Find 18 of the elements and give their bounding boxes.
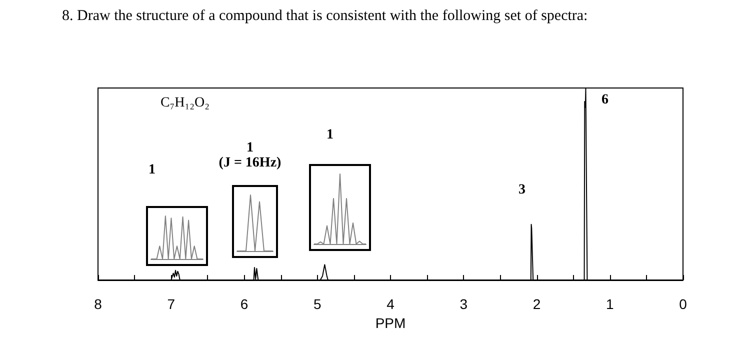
x-tick-label: 1: [606, 296, 614, 312]
x-tick-label: 2: [532, 296, 541, 312]
annotation: 6: [602, 92, 608, 108]
x-tick-label: 8: [94, 296, 102, 312]
x-axis-title: PPM: [375, 314, 406, 331]
annotation: 1: [246, 140, 254, 156]
chart-title: 8. Draw the structure of a compound that is consistent with the following set of spectra:: [62, 8, 588, 25]
x-tick-label: 6: [240, 296, 248, 312]
x-tick-label: 3: [460, 296, 468, 312]
x-tick-label: 0: [679, 296, 688, 312]
annotation: (J = 16Hz): [218, 156, 282, 170]
annotation: 3: [518, 182, 526, 198]
x-tick-label: 5: [313, 296, 322, 312]
annotation: 1: [326, 128, 334, 142]
annotation: C₇H₁₂O₂: [160, 96, 210, 110]
x-tick-label: 7: [167, 296, 176, 312]
annotation: 1: [148, 162, 156, 178]
x-tick-label: 4: [386, 296, 395, 312]
